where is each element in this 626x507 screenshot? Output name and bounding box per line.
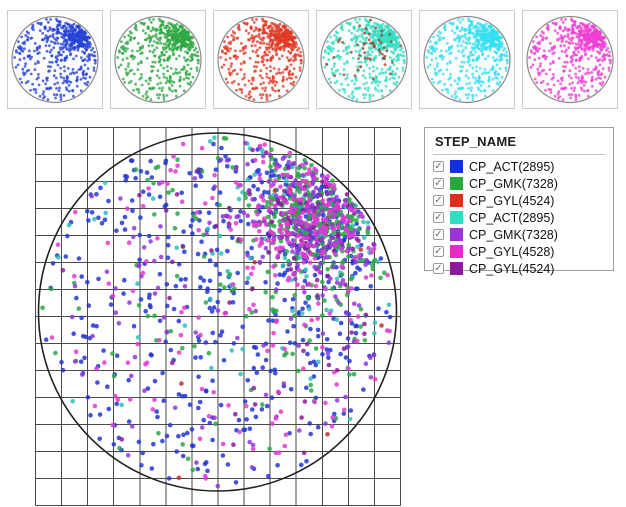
wafer-points-gyl-magenta [528,17,612,101]
legend-color-swatch [450,228,463,241]
legend-checkbox[interactable]: ✓ [433,195,444,206]
legend-item-6[interactable]: ✓ CP_GYL(4524) [433,260,605,277]
wafer-thumbnail-plot [11,15,99,104]
die-grid [35,127,401,506]
wafer-points-act-blue [13,17,97,101]
legend-item-label: CP_GYL(4528) [469,244,555,259]
legend-checkbox[interactable]: ✓ [433,263,444,274]
wafer-outline [217,15,305,104]
legend-color-swatch [450,177,463,190]
legend-item-0[interactable]: ✓ CP_ACT(2895) [433,158,605,175]
legend-color-swatch [450,262,463,275]
wafer-thumbnail-gyl-magenta[interactable] [522,10,618,109]
wafer-thumbnail-act-teal[interactable] [316,10,412,109]
legend-color-swatch [450,160,463,173]
wafer-outline [320,15,408,104]
legend-checkbox[interactable]: ✓ [433,161,444,172]
legend-color-swatch [450,194,463,207]
legend-color-swatch [450,211,463,224]
legend-item-3[interactable]: ✓ CP_ACT(2895) [433,209,605,226]
wafer-points-act-teal [322,17,406,101]
wafer-thumbnail-plot [320,15,408,104]
legend-item-label: CP_ACT(2895) [469,210,555,225]
wafer-outline [37,132,398,492]
legend-checkbox[interactable]: ✓ [433,229,444,240]
wafer-thumbnail-plot [114,15,202,104]
wafer-points-gmk-green [116,17,200,101]
legend-panel: STEP_NAME ✓ CP_ACT(2895) ✓ CP_GMK(7328) ✓ CP_… [424,127,614,276]
wafer-points-gyl-red [219,17,303,101]
legend-items: ✓ CP_ACT(2895) ✓ CP_GMK(7328) ✓ CP_GYL(4524) ✓… [433,158,605,277]
main-wafer-map[interactable] [35,127,401,506]
wafer-thumbnail-plot [526,15,614,104]
wafer-thumbnail-plot [217,15,305,104]
legend-item-2[interactable]: ✓ CP_GYL(4524) [433,192,605,209]
wafer-outline [423,15,511,104]
legend-title: STEP_NAME [433,133,605,155]
wafer-outline [526,15,614,104]
legend-item-label: CP_GMK(7328) [469,176,558,191]
wafer-thumbnail-act-cyan[interactable] [419,10,515,109]
legend-item-label: CP_ACT(2895) [469,159,555,174]
wafer-thumbnail-act-blue[interactable] [7,10,103,109]
wafer-outline [11,15,99,104]
legend-item-label: CP_GYL(4524) [469,193,555,208]
legend-item-1[interactable]: ✓ CP_GMK(7328) [433,175,605,192]
legend-checkbox[interactable]: ✓ [433,178,444,189]
legend-item-4[interactable]: ✓ CP_GMK(7328) [433,226,605,243]
legend-checkbox[interactable]: ✓ [433,246,444,257]
legend-item-label: CP_GYL(4524) [469,261,555,276]
wafer-thumbnail-gyl-red[interactable] [213,10,309,109]
legend-item-5[interactable]: ✓ CP_GYL(4528) [433,243,605,260]
wafer-outline [114,15,202,104]
wafer-points-gyl-magenta [49,141,392,481]
wafer-points-brown-defects [325,18,403,81]
wafer-thumbnail-gmk-green[interactable] [110,10,206,109]
legend-color-swatch [450,245,463,258]
legend-checkbox[interactable]: ✓ [433,212,444,223]
wafer-points-act-teal [56,135,392,422]
legend-item-label: CP_GMK(7328) [469,227,558,242]
wafer-thumbnail-plot [423,15,511,104]
wafer-points-act-cyan [425,17,509,101]
